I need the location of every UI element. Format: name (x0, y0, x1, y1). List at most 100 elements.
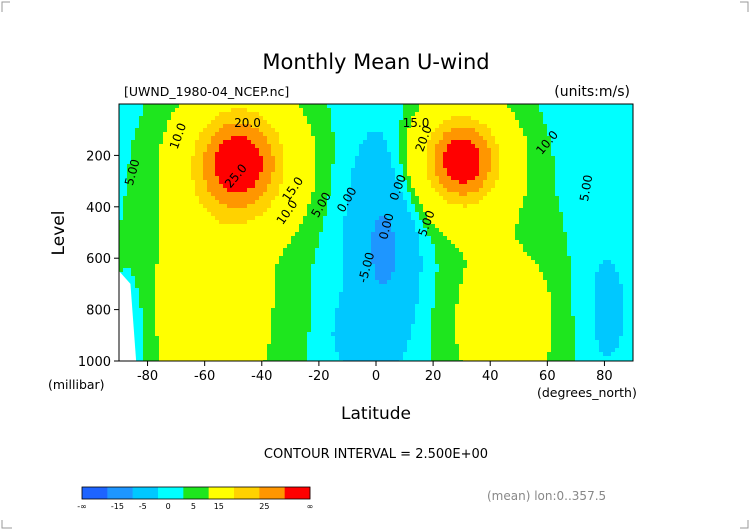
field-cell (211, 104, 216, 109)
field-cell (331, 212, 336, 217)
field-cell (379, 232, 384, 237)
field-cell (303, 244, 308, 249)
field-cell (175, 200, 180, 205)
field-cell (575, 104, 580, 109)
field-cell (303, 248, 308, 253)
field-cell (259, 236, 264, 241)
field-cell (575, 164, 580, 169)
field-cell (171, 132, 176, 137)
field-cell (427, 180, 432, 185)
field-cell (611, 252, 616, 257)
field-cell (343, 164, 348, 169)
field-cell (267, 176, 272, 181)
field-cell (267, 140, 272, 145)
field-cell (291, 192, 296, 197)
field-cell (127, 240, 132, 245)
field-cell (187, 112, 192, 117)
field-cell (327, 200, 332, 205)
field-cell (199, 180, 204, 185)
field-cell (567, 188, 572, 193)
field-cell (251, 140, 256, 145)
field-cell (451, 180, 456, 185)
field-cell (391, 120, 396, 125)
field-cell (387, 148, 392, 153)
field-cell (371, 144, 376, 149)
field-cell (291, 132, 296, 137)
field-cell (619, 120, 624, 125)
field-cell (167, 168, 172, 173)
field-cell (155, 184, 160, 189)
field-cell (215, 188, 220, 193)
field-cell (423, 204, 428, 209)
field-cell (527, 148, 532, 153)
field-cell (443, 176, 448, 181)
field-cell (483, 168, 488, 173)
field-cell (347, 152, 352, 157)
field-cell (555, 188, 560, 193)
field-cell (623, 204, 628, 209)
field-cell (159, 172, 164, 177)
field-cell (191, 156, 196, 161)
field-cell (587, 176, 592, 181)
field-cell (275, 224, 280, 229)
field-cell (535, 136, 540, 141)
field-cell (127, 160, 132, 165)
field-cell (311, 108, 316, 113)
field-cell (135, 108, 140, 113)
field-cell (539, 248, 544, 253)
field-cell (375, 256, 380, 261)
field-cell (519, 108, 524, 113)
field-cell (267, 180, 272, 185)
field-cell (203, 168, 208, 173)
field-cell (367, 208, 372, 213)
field-cell (595, 108, 600, 113)
field-cell (127, 124, 132, 129)
field-cell (167, 176, 172, 181)
field-cell (311, 168, 316, 173)
field-cell (427, 228, 432, 233)
field-cell (595, 140, 600, 145)
field-cell (139, 236, 144, 241)
field-cell (119, 196, 124, 201)
field-cell (319, 168, 324, 173)
field-cell (291, 256, 296, 261)
field-cell (135, 124, 140, 129)
field-cell (335, 176, 340, 181)
field-cell (203, 196, 208, 201)
field-cell (251, 232, 256, 237)
field-cell (223, 248, 228, 253)
field-cell (599, 184, 604, 189)
field-cell (391, 116, 396, 121)
field-cell (263, 128, 268, 133)
field-cell (127, 256, 132, 261)
field-cell (551, 108, 556, 113)
field-cell (607, 108, 612, 113)
field-cell (515, 168, 520, 173)
field-cell (395, 108, 400, 113)
field-cell (519, 140, 524, 145)
field-cell (495, 172, 500, 177)
field-cell (383, 220, 388, 225)
field-cell (539, 244, 544, 249)
field-cell (179, 220, 184, 225)
field-cell (379, 256, 384, 261)
field-cell (375, 176, 380, 181)
field-cell (467, 104, 472, 109)
field-cell (391, 224, 396, 229)
field-cell (259, 140, 264, 145)
field-cell (371, 192, 376, 197)
field-cell (487, 160, 492, 165)
field-cell (251, 152, 256, 157)
field-cell (543, 224, 548, 229)
field-cell (419, 164, 424, 169)
field-cell (287, 240, 292, 245)
field-cell (235, 192, 240, 197)
field-cell (251, 188, 256, 193)
field-cell (415, 256, 420, 261)
field-cell (447, 244, 452, 249)
field-cell (131, 212, 136, 217)
field-cell (151, 160, 156, 165)
field-cell (511, 208, 516, 213)
field-cell (439, 252, 444, 257)
field-cell (147, 108, 152, 113)
